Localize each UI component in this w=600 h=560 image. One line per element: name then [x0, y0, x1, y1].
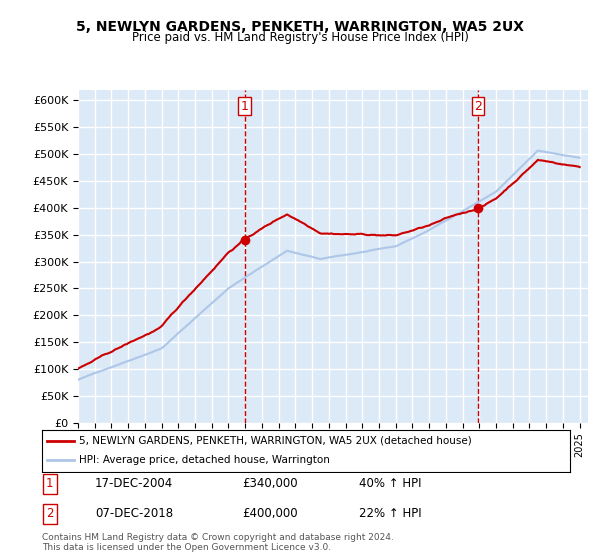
Text: Price paid vs. HM Land Registry's House Price Index (HPI): Price paid vs. HM Land Registry's House … — [131, 31, 469, 44]
Text: 40% ↑ HPI: 40% ↑ HPI — [359, 477, 421, 490]
Text: £340,000: £340,000 — [242, 477, 298, 490]
Text: 2: 2 — [46, 507, 53, 520]
Text: 1: 1 — [46, 477, 53, 490]
Text: 2: 2 — [474, 100, 482, 113]
Text: 1: 1 — [241, 100, 248, 113]
Text: HPI: Average price, detached house, Warrington: HPI: Average price, detached house, Warr… — [79, 455, 330, 465]
Text: 22% ↑ HPI: 22% ↑ HPI — [359, 507, 421, 520]
Text: Contains HM Land Registry data © Crown copyright and database right 2024.: Contains HM Land Registry data © Crown c… — [42, 533, 394, 542]
Text: 5, NEWLYN GARDENS, PENKETH, WARRINGTON, WA5 2UX (detached house): 5, NEWLYN GARDENS, PENKETH, WARRINGTON, … — [79, 436, 472, 446]
Text: 5, NEWLYN GARDENS, PENKETH, WARRINGTON, WA5 2UX: 5, NEWLYN GARDENS, PENKETH, WARRINGTON, … — [76, 20, 524, 34]
Text: £400,000: £400,000 — [242, 507, 298, 520]
Text: 17-DEC-2004: 17-DEC-2004 — [95, 477, 173, 490]
Text: This data is licensed under the Open Government Licence v3.0.: This data is licensed under the Open Gov… — [42, 543, 331, 552]
Text: 07-DEC-2018: 07-DEC-2018 — [95, 507, 173, 520]
